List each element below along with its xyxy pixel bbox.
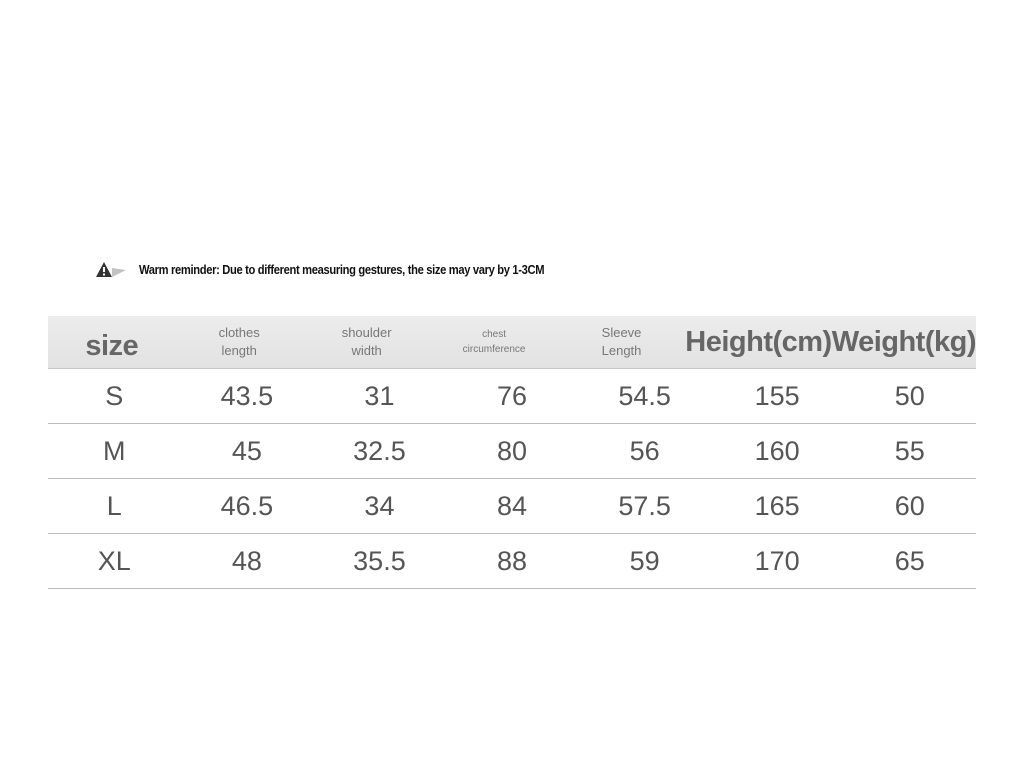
table-cell: 57.5: [618, 490, 671, 521]
header-text: chest circumference: [462, 329, 526, 355]
table-cell: 54.5: [618, 380, 671, 411]
table-row: M 45 32.5 80 56 160 55: [48, 424, 976, 479]
table-cell: 59: [629, 545, 660, 576]
header-text: Weight(kg): [831, 326, 977, 358]
table-cell: 32.5: [353, 435, 406, 466]
header-cell: chest circumference: [430, 316, 557, 368]
table-cell: 31: [364, 380, 395, 411]
table-cell: S: [105, 380, 124, 411]
table-cell: 43.5: [220, 380, 274, 411]
header-text: clothes length: [218, 325, 260, 358]
table-row: L 46.5 34 84 57.5 165 60: [48, 479, 976, 534]
header-cell: Height(cm): [685, 316, 832, 368]
table-cell: 80: [497, 435, 528, 466]
table-cell: 46.5: [220, 490, 274, 521]
header-row: size clothes length shoulder width chest ci…: [48, 316, 977, 369]
table-cell: 35.5: [353, 545, 406, 576]
table-cell: 55: [894, 435, 925, 466]
warning-icon: [96, 262, 126, 277]
table-cell: 165: [754, 490, 800, 521]
table-cell: 155: [754, 380, 800, 411]
table-cell: L: [106, 490, 122, 521]
table-cell: 60: [894, 490, 925, 521]
table-cell: 65: [894, 545, 925, 576]
table-cell: 48: [231, 545, 262, 576]
header-text: Height(cm): [685, 326, 832, 358]
table-cell: 56: [629, 435, 660, 466]
table-row: S 43.5 31 76 54.5 155 50: [48, 369, 976, 424]
size-table: size clothes length shoulder width chest ci…: [48, 316, 977, 589]
table-cell: 84: [497, 490, 528, 521]
table-cell: 45: [231, 435, 262, 466]
table-cell: 160: [754, 435, 800, 466]
table-cell: 76: [497, 380, 528, 411]
header-cell: size: [48, 316, 175, 368]
header-cell: clothes length: [175, 316, 302, 368]
table-cell: 34: [364, 490, 395, 521]
header-cell: Weight(kg): [831, 316, 977, 368]
table-cell: 170: [754, 545, 800, 576]
table-cell: XL: [97, 545, 131, 576]
reminder: Warm reminder: Due to different measurin…: [139, 262, 545, 277]
table-cell: M: [103, 435, 126, 466]
table-cell: 88: [497, 545, 528, 576]
header-cell: shoulder width: [303, 316, 430, 368]
header-text: size: [85, 330, 139, 362]
header-cell: Sleeve Length: [558, 316, 685, 368]
table-cell: 50: [894, 380, 925, 411]
table-row: XL 48 35.5 88 59 170 65: [48, 534, 976, 589]
header-text: Sleeve Length: [601, 325, 642, 358]
header-text: shoulder width: [341, 325, 392, 358]
